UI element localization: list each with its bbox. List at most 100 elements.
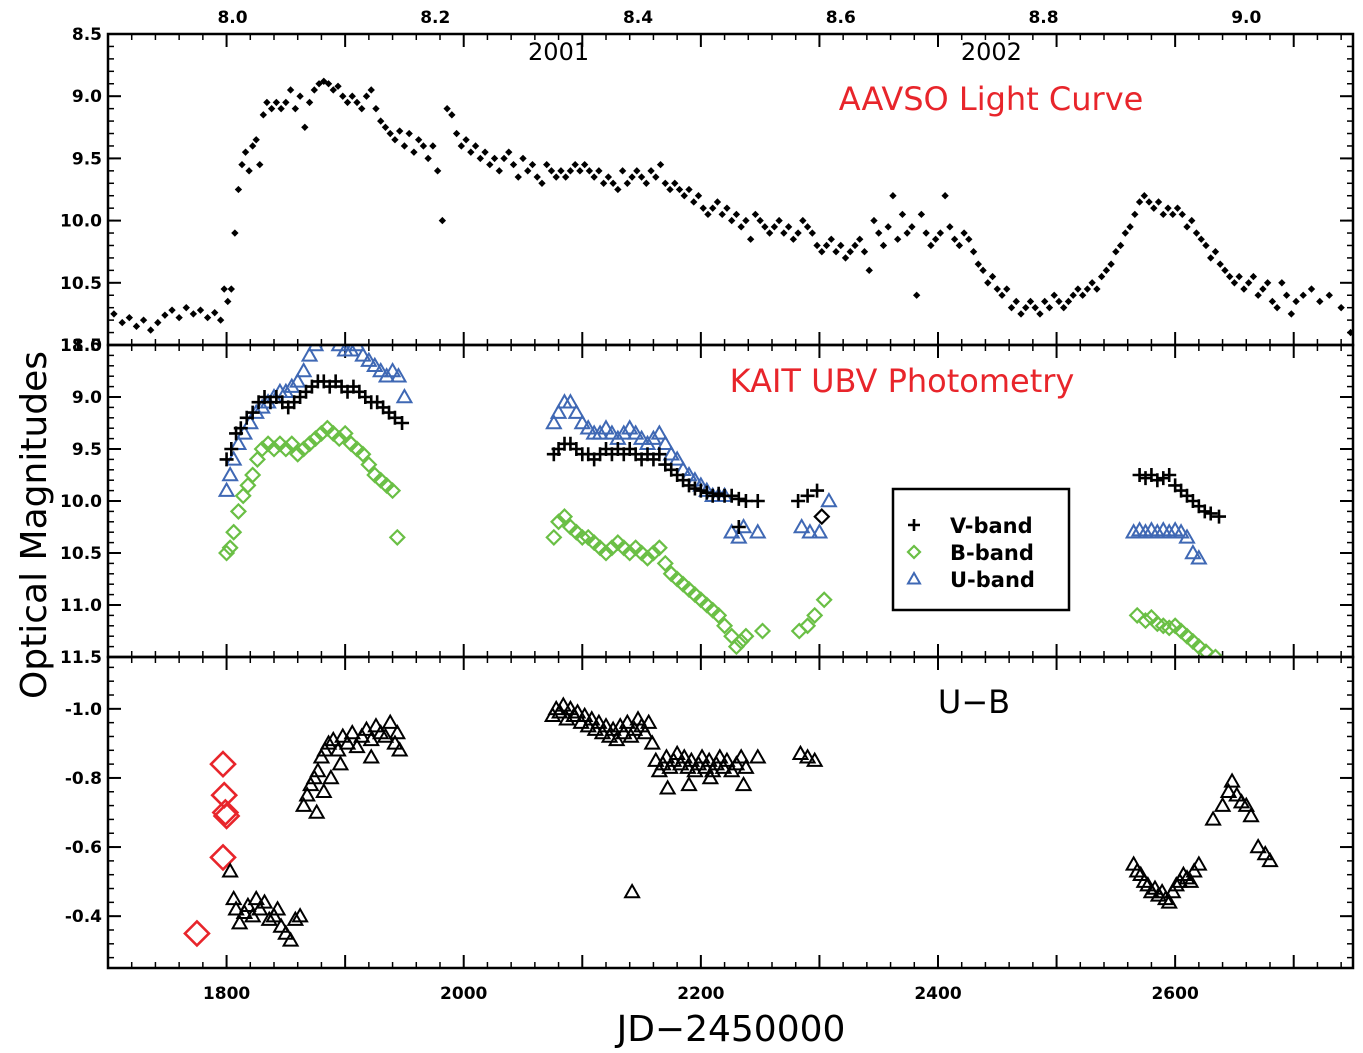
data-point-kait [810,523,829,539]
data-point-aavso [751,210,760,219]
data-point-aavso [1299,291,1307,299]
data-point-ub [343,724,361,740]
data-point-aavso [737,223,745,231]
data-point-aavso [310,86,318,94]
data-point-aavso [709,204,717,212]
data-point-ub [1181,872,1200,888]
data-point-kait [1197,643,1215,657]
legend-marker [906,544,922,560]
data-point-kait [1203,506,1218,521]
data-point-aavso [1216,260,1224,268]
data-point-kait [245,405,260,420]
data-point-aavso [1259,285,1267,293]
x-tick-label: 2400 [914,984,961,1004]
data-point-ub [1261,851,1279,868]
data-point-aavso [1192,229,1201,237]
data-point-aavso [846,248,854,256]
data-point-kait [813,508,831,526]
data-point-kait [224,442,239,456]
data-point-aavso [1150,204,1158,212]
panel-frame-ub [106,655,1355,970]
data-point-kait [1162,468,1177,482]
data-point-ub [623,882,641,899]
data-point-ub [319,734,338,750]
data-point-aavso [125,313,134,322]
data-point-ub [700,751,718,767]
data-point-ub [309,762,327,778]
data-point-aavso [789,235,798,243]
data-point-kait [800,488,815,503]
data-point-ub [1249,838,1267,854]
data-point-ub [294,796,313,812]
data-point-aavso [457,142,466,150]
data-point-aavso [1083,285,1092,293]
data-point-ub [734,775,753,792]
data-point-kait [1212,509,1227,524]
data-point-aavso [960,229,968,237]
data-point-aavso [272,98,281,107]
data-point-aavso [519,154,527,163]
data-point-kait [791,494,806,508]
data-point-aavso [685,185,693,194]
data-point-ub [732,748,750,764]
data-point-aavso [256,160,264,169]
data-point-kait [295,440,313,458]
data-point-aavso [443,104,451,113]
data-point-aavso [1268,297,1277,306]
data-point-kait [656,434,675,451]
data-point-ub [1204,810,1222,826]
data-point-aavso [1226,272,1234,281]
data-point-kait [737,627,755,645]
data-point-aavso [1003,285,1011,293]
data-point-kait [1124,523,1143,539]
data-point-aavso [557,167,565,175]
data-point-kait [621,544,639,562]
data-point-kait [395,416,410,430]
data-point-kait [229,434,248,451]
data-point-aavso [946,223,954,231]
data-point-kait [603,424,621,440]
data-point-ub [682,751,701,767]
data-point-ub [388,724,407,740]
data-point-kait [283,435,301,453]
top-axis-tick-label: 8.6 [826,8,856,28]
y-tick-label: 9.0 [72,388,102,408]
data-point-aavso [780,229,788,237]
data-point-kait [371,361,390,378]
data-point-kait [217,481,236,497]
data-point-aavso [1116,241,1125,250]
data-point-kait [810,483,825,498]
data-point-aavso [227,285,235,293]
data-point-ub [583,710,601,726]
data-point-aavso [1173,204,1182,212]
data-point-aavso [1273,304,1281,312]
data-point-aavso [377,117,385,125]
series-group-aavso [110,77,1353,337]
data-point-kait [668,450,686,466]
data-point-aavso [1230,279,1239,287]
data-point-aavso [1307,285,1316,293]
data-point-aavso [168,306,176,314]
data-point-ub [268,900,287,916]
data-point-aavso [224,297,232,306]
data-point-ub [1135,872,1154,888]
legend-label: V-band [950,514,1033,538]
data-point-aavso [576,167,584,175]
data-point-aavso [765,229,774,237]
top-axis-tick-label: 8.0 [217,8,247,28]
data-point-aavso [675,185,684,194]
data-point-aavso [614,185,622,194]
data-point-aavso [259,111,268,119]
data-point-aavso [917,210,926,219]
data-point-kait [731,491,746,506]
data-point-aavso [381,123,390,131]
data-point-kait [1160,523,1178,539]
data-point-kait [336,424,354,442]
data-point-ub [658,779,677,795]
y-axis-title: Optical Magnitudes [14,351,55,699]
y-tick-label: -1.0 [65,700,102,720]
data-point-kait [561,393,580,409]
data-point-kait [1190,638,1208,656]
data-point-aavso [391,136,399,144]
